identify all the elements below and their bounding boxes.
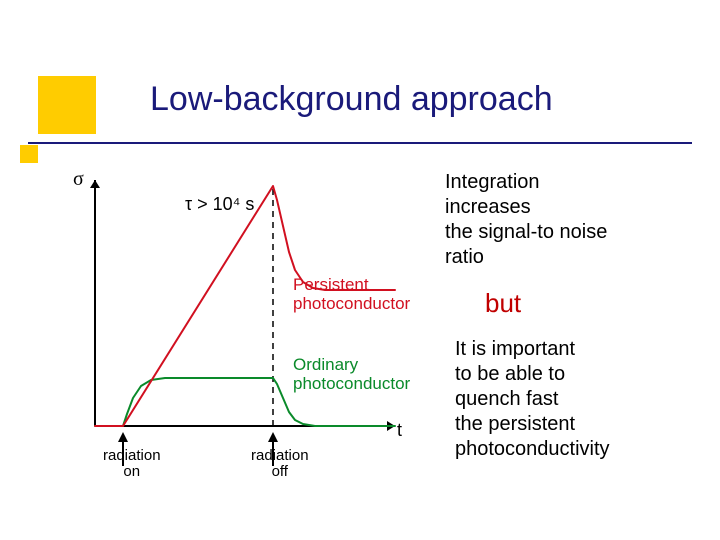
persistent-label-l1: Persistent — [293, 275, 369, 294]
persistent-label-l2: photoconductor — [293, 294, 410, 313]
block1-line1: Integration — [445, 171, 540, 193]
right-text-column: Integration increases the signal-to nois… — [445, 170, 695, 462]
radiation-on-label: radiation on — [103, 448, 161, 480]
but-emphasis: but — [485, 288, 695, 319]
decor-square-large — [38, 76, 96, 134]
block2-line4: the persistent — [455, 413, 575, 435]
ordinary-label: Ordinary photoconductor — [293, 356, 410, 393]
ordinary-label-l1: Ordinary — [293, 355, 358, 374]
radiation-on-l2: on — [123, 463, 140, 480]
block1-line4: ratio — [445, 246, 484, 268]
block1-line2: increases — [445, 196, 531, 218]
tau-annotation: τ > 10⁴ s — [185, 194, 254, 215]
persistent-label: Persistent photoconductor — [293, 276, 410, 313]
block2-line5: photoconductivity — [455, 438, 610, 460]
chart-svg — [55, 170, 425, 490]
photoconductor-chart: σ t τ > 10⁴ s Persistent photoconductor … — [55, 170, 425, 490]
text-block-1: Integration increases the signal-to nois… — [445, 170, 695, 270]
block2-line3: quench fast — [455, 388, 558, 410]
radiation-off-l2: off — [272, 463, 288, 480]
radiation-off-l1: radiation — [251, 447, 309, 464]
decor-square-small — [20, 145, 38, 163]
block2-line2: to be able to — [455, 363, 565, 385]
block1-line3: the signal-to noise — [445, 221, 607, 243]
x-axis-label: t — [397, 420, 402, 441]
ordinary-label-l2: photoconductor — [293, 374, 410, 393]
page-title: Low-background approach — [150, 80, 553, 119]
radiation-off-label: radiation off — [251, 448, 309, 480]
title-underline — [28, 142, 692, 144]
radiation-on-l1: radiation — [103, 447, 161, 464]
y-axis-label: σ — [73, 168, 84, 191]
text-block-2: It is important to be able to quench fas… — [455, 337, 695, 462]
block2-line1: It is important — [455, 338, 575, 360]
